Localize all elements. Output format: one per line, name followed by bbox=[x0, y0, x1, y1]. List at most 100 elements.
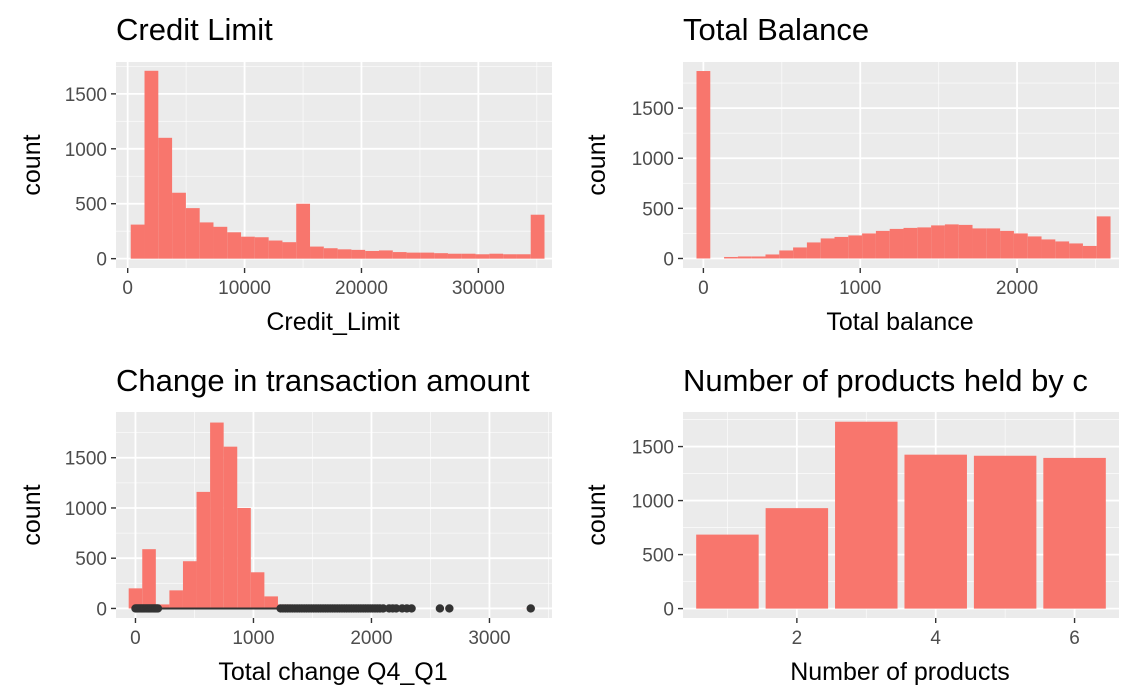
histogram-bar bbox=[392, 252, 407, 259]
histogram-bar bbox=[765, 254, 780, 259]
histogram-bar bbox=[489, 253, 504, 259]
histogram-bar bbox=[282, 242, 297, 259]
histogram-bar bbox=[172, 192, 186, 259]
histogram-bar bbox=[1055, 241, 1070, 259]
x-axis-title: Total balance bbox=[826, 308, 973, 336]
histogram-bar bbox=[199, 222, 214, 259]
histogram-bar bbox=[185, 208, 200, 259]
histogram-bar bbox=[737, 256, 752, 259]
histogram-bar bbox=[875, 230, 890, 259]
histogram-bar bbox=[227, 232, 242, 259]
y-axis-title: count bbox=[583, 484, 611, 545]
outlier-point bbox=[435, 604, 445, 613]
histogram-bar bbox=[972, 228, 987, 259]
histogram-bar bbox=[351, 249, 366, 259]
bar bbox=[973, 455, 1037, 609]
histogram-bar bbox=[889, 228, 904, 259]
histogram-bar bbox=[944, 224, 959, 259]
histogram-bar bbox=[862, 233, 876, 259]
x-tick-label: 6 bbox=[1069, 628, 1080, 649]
y-tick-label: 500 bbox=[75, 195, 107, 216]
histogram-bar bbox=[917, 227, 932, 259]
histogram-bar bbox=[268, 240, 283, 259]
histogram-bar bbox=[779, 250, 794, 259]
outlier-point bbox=[445, 604, 454, 613]
histogram-bar bbox=[1082, 245, 1097, 259]
panel-products: Number of products held by c 0 500 1000 150… bbox=[583, 363, 1119, 686]
x-tick-label: 2000 bbox=[350, 628, 392, 649]
histogram-bar bbox=[250, 572, 265, 609]
x-tick-label: 0 bbox=[130, 628, 141, 649]
y-tick-label: 1000 bbox=[632, 149, 674, 170]
panel-total-balance: Total Balance 0 500 1000 1500 0 1000 2000 Tota… bbox=[583, 12, 1119, 336]
bar bbox=[1043, 457, 1106, 609]
y-tick-label: 1500 bbox=[632, 99, 674, 120]
y-tick-label: 0 bbox=[663, 249, 674, 270]
bar bbox=[835, 421, 898, 609]
x-tick-label: 1000 bbox=[839, 278, 881, 299]
histogram-bar bbox=[516, 254, 531, 259]
histogram-bar bbox=[155, 604, 170, 609]
histogram-bar bbox=[182, 561, 197, 609]
histogram-bar bbox=[210, 422, 224, 609]
histogram-bar bbox=[241, 236, 255, 259]
y-tick-label: 1000 bbox=[65, 140, 107, 161]
histogram-bar bbox=[475, 254, 490, 259]
histogram-bar bbox=[323, 248, 338, 259]
histogram-bar bbox=[1096, 216, 1111, 259]
y-tick-label: 500 bbox=[642, 199, 674, 220]
y-axis-title: count bbox=[583, 134, 611, 195]
histogram-bar bbox=[806, 242, 821, 259]
y-axis-title: count bbox=[18, 484, 46, 545]
histogram-bar bbox=[337, 249, 352, 259]
histogram-bar bbox=[1041, 239, 1056, 259]
histogram-bar bbox=[848, 235, 863, 259]
histogram-bar bbox=[264, 596, 278, 609]
histogram-bar bbox=[142, 549, 156, 609]
histogram-bar bbox=[254, 237, 269, 259]
x-tick-label: 2 bbox=[792, 628, 803, 649]
chart-title: Number of products held by c bbox=[683, 363, 1088, 398]
y-tick-label: 500 bbox=[75, 549, 107, 570]
x-tick-label: 1000 bbox=[232, 628, 274, 649]
bar bbox=[696, 534, 759, 609]
histogram-bar bbox=[834, 236, 849, 259]
histogram-bar bbox=[724, 256, 738, 259]
x-tick-label: 4 bbox=[930, 628, 941, 649]
histogram-bar bbox=[128, 588, 143, 609]
histogram-bar bbox=[696, 71, 711, 259]
x-tick-label: 30000 bbox=[452, 278, 505, 299]
histogram-bar bbox=[223, 446, 238, 609]
histogram-bar bbox=[144, 70, 159, 259]
histogram-bar bbox=[903, 227, 918, 259]
histogram-bar bbox=[196, 491, 211, 609]
histogram-bar bbox=[130, 224, 145, 259]
y-tick-label: 1000 bbox=[65, 499, 107, 520]
histogram-bar bbox=[237, 507, 251, 609]
x-tick-label: 10000 bbox=[218, 278, 271, 299]
histogram-bar bbox=[1000, 230, 1014, 259]
outlier-point bbox=[526, 604, 535, 613]
histogram-bar bbox=[296, 203, 311, 259]
panel-transaction-change: Change in transaction amount 0 500 1000 150… bbox=[18, 363, 552, 686]
x-tick-label: 3000 bbox=[468, 628, 510, 649]
panel-credit-limit: Credit Limit 0 500 1000 1500 0 10000 20000 3000… bbox=[18, 12, 552, 336]
histogram-bar bbox=[434, 253, 448, 259]
y-tick-label: 1500 bbox=[65, 85, 107, 106]
histogram-bar bbox=[213, 226, 228, 259]
x-tick-label: 2000 bbox=[996, 278, 1038, 299]
histogram-bar bbox=[378, 250, 393, 259]
outlier-point bbox=[392, 604, 401, 613]
y-tick-label: 0 bbox=[96, 250, 107, 271]
y-tick-label: 0 bbox=[663, 600, 674, 621]
outlier-point bbox=[153, 604, 163, 613]
x-tick-label: 0 bbox=[122, 278, 133, 299]
outlier-point bbox=[379, 604, 388, 613]
y-tick-label: 1500 bbox=[65, 449, 107, 470]
plot-background bbox=[116, 412, 552, 618]
chart-title: Credit Limit bbox=[116, 12, 273, 47]
y-tick-label: 500 bbox=[642, 546, 674, 567]
histogram-bar bbox=[530, 214, 545, 259]
histogram-bar bbox=[461, 253, 476, 259]
